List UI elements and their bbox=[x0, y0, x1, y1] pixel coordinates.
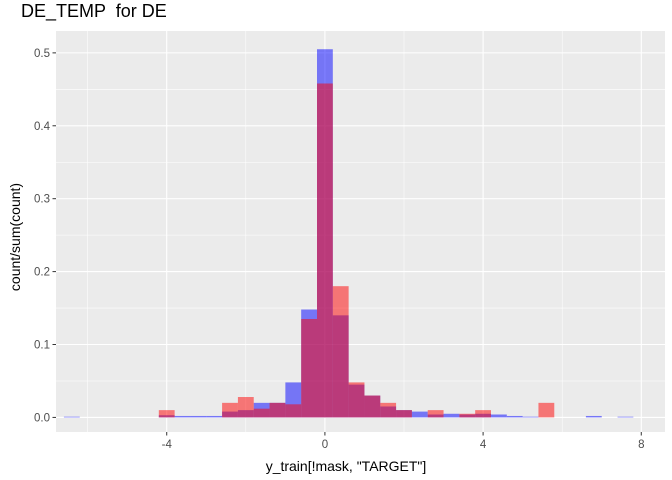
x-axis-title: y_train[!mask, "TARGET"] bbox=[266, 458, 427, 474]
major-gridlines bbox=[56, 31, 665, 432]
histogram-bar-series-2 bbox=[301, 318, 317, 418]
plot-panel bbox=[56, 31, 665, 432]
y-tick-label: 0.4 bbox=[34, 121, 51, 133]
histogram-bar-series-2 bbox=[253, 408, 270, 418]
histogram-bar-series-1 bbox=[174, 415, 191, 418]
x-axis: -4 0 4 8 bbox=[162, 432, 644, 451]
x-tick-label: 4 bbox=[480, 439, 487, 451]
histogram-bar-series-2 bbox=[427, 410, 444, 418]
histogram-bar-series-1 bbox=[443, 413, 460, 418]
histogram-bar-series-1 bbox=[491, 414, 507, 418]
histogram-bar-series-1 bbox=[506, 415, 523, 418]
histogram-bar-series-2 bbox=[364, 395, 381, 418]
y-tick-label: 0.0 bbox=[34, 412, 50, 424]
y-tick-label: 0.2 bbox=[34, 267, 50, 279]
histogram-bar-series-2 bbox=[332, 286, 349, 418]
y-tick-label: 0.1 bbox=[34, 340, 50, 352]
histogram-bar-series-2 bbox=[348, 382, 365, 418]
x-tick-label: 8 bbox=[638, 439, 644, 451]
x-tick-label: 0 bbox=[322, 439, 328, 451]
minor-gridlines bbox=[56, 31, 665, 432]
histogram-bar-series-1 bbox=[411, 411, 428, 418]
histogram-bar-series-2 bbox=[222, 402, 238, 418]
histogram-bar-series-2 bbox=[237, 397, 254, 418]
chart-title: DE_TEMP for DE bbox=[21, 1, 167, 21]
histogram-bar-series-1 bbox=[617, 416, 634, 418]
histogram-bar-series-2 bbox=[317, 83, 333, 418]
histogram-bar-series-1 bbox=[63, 416, 80, 418]
histogram-bar-series-1 bbox=[190, 415, 207, 418]
y-axis-title: count/sum(count) bbox=[7, 183, 23, 291]
y-tick-label: 0.3 bbox=[34, 194, 50, 206]
histogram-bar-series-2 bbox=[380, 402, 397, 418]
y-tick-label: 0.5 bbox=[34, 48, 50, 60]
histogram-bars bbox=[63, 49, 634, 418]
histogram-bar-series-2 bbox=[269, 402, 286, 418]
histogram-bar-series-1 bbox=[206, 415, 223, 418]
histogram-bar-series-2 bbox=[538, 402, 555, 418]
histogram-bar-series-2 bbox=[396, 410, 412, 418]
histogram-bar-series-2 bbox=[475, 410, 491, 418]
histogram-bar-series-2 bbox=[158, 410, 175, 418]
histogram-bar-series-1 bbox=[585, 415, 602, 418]
x-tick-label: -4 bbox=[162, 439, 173, 451]
y-axis: 0.0 0.1 0.2 0.3 0.4 0.5 bbox=[34, 48, 56, 424]
histogram-bar-series-2 bbox=[459, 413, 476, 418]
histogram-bar-series-2 bbox=[285, 404, 302, 418]
histogram-bar-series-1 bbox=[522, 416, 539, 418]
